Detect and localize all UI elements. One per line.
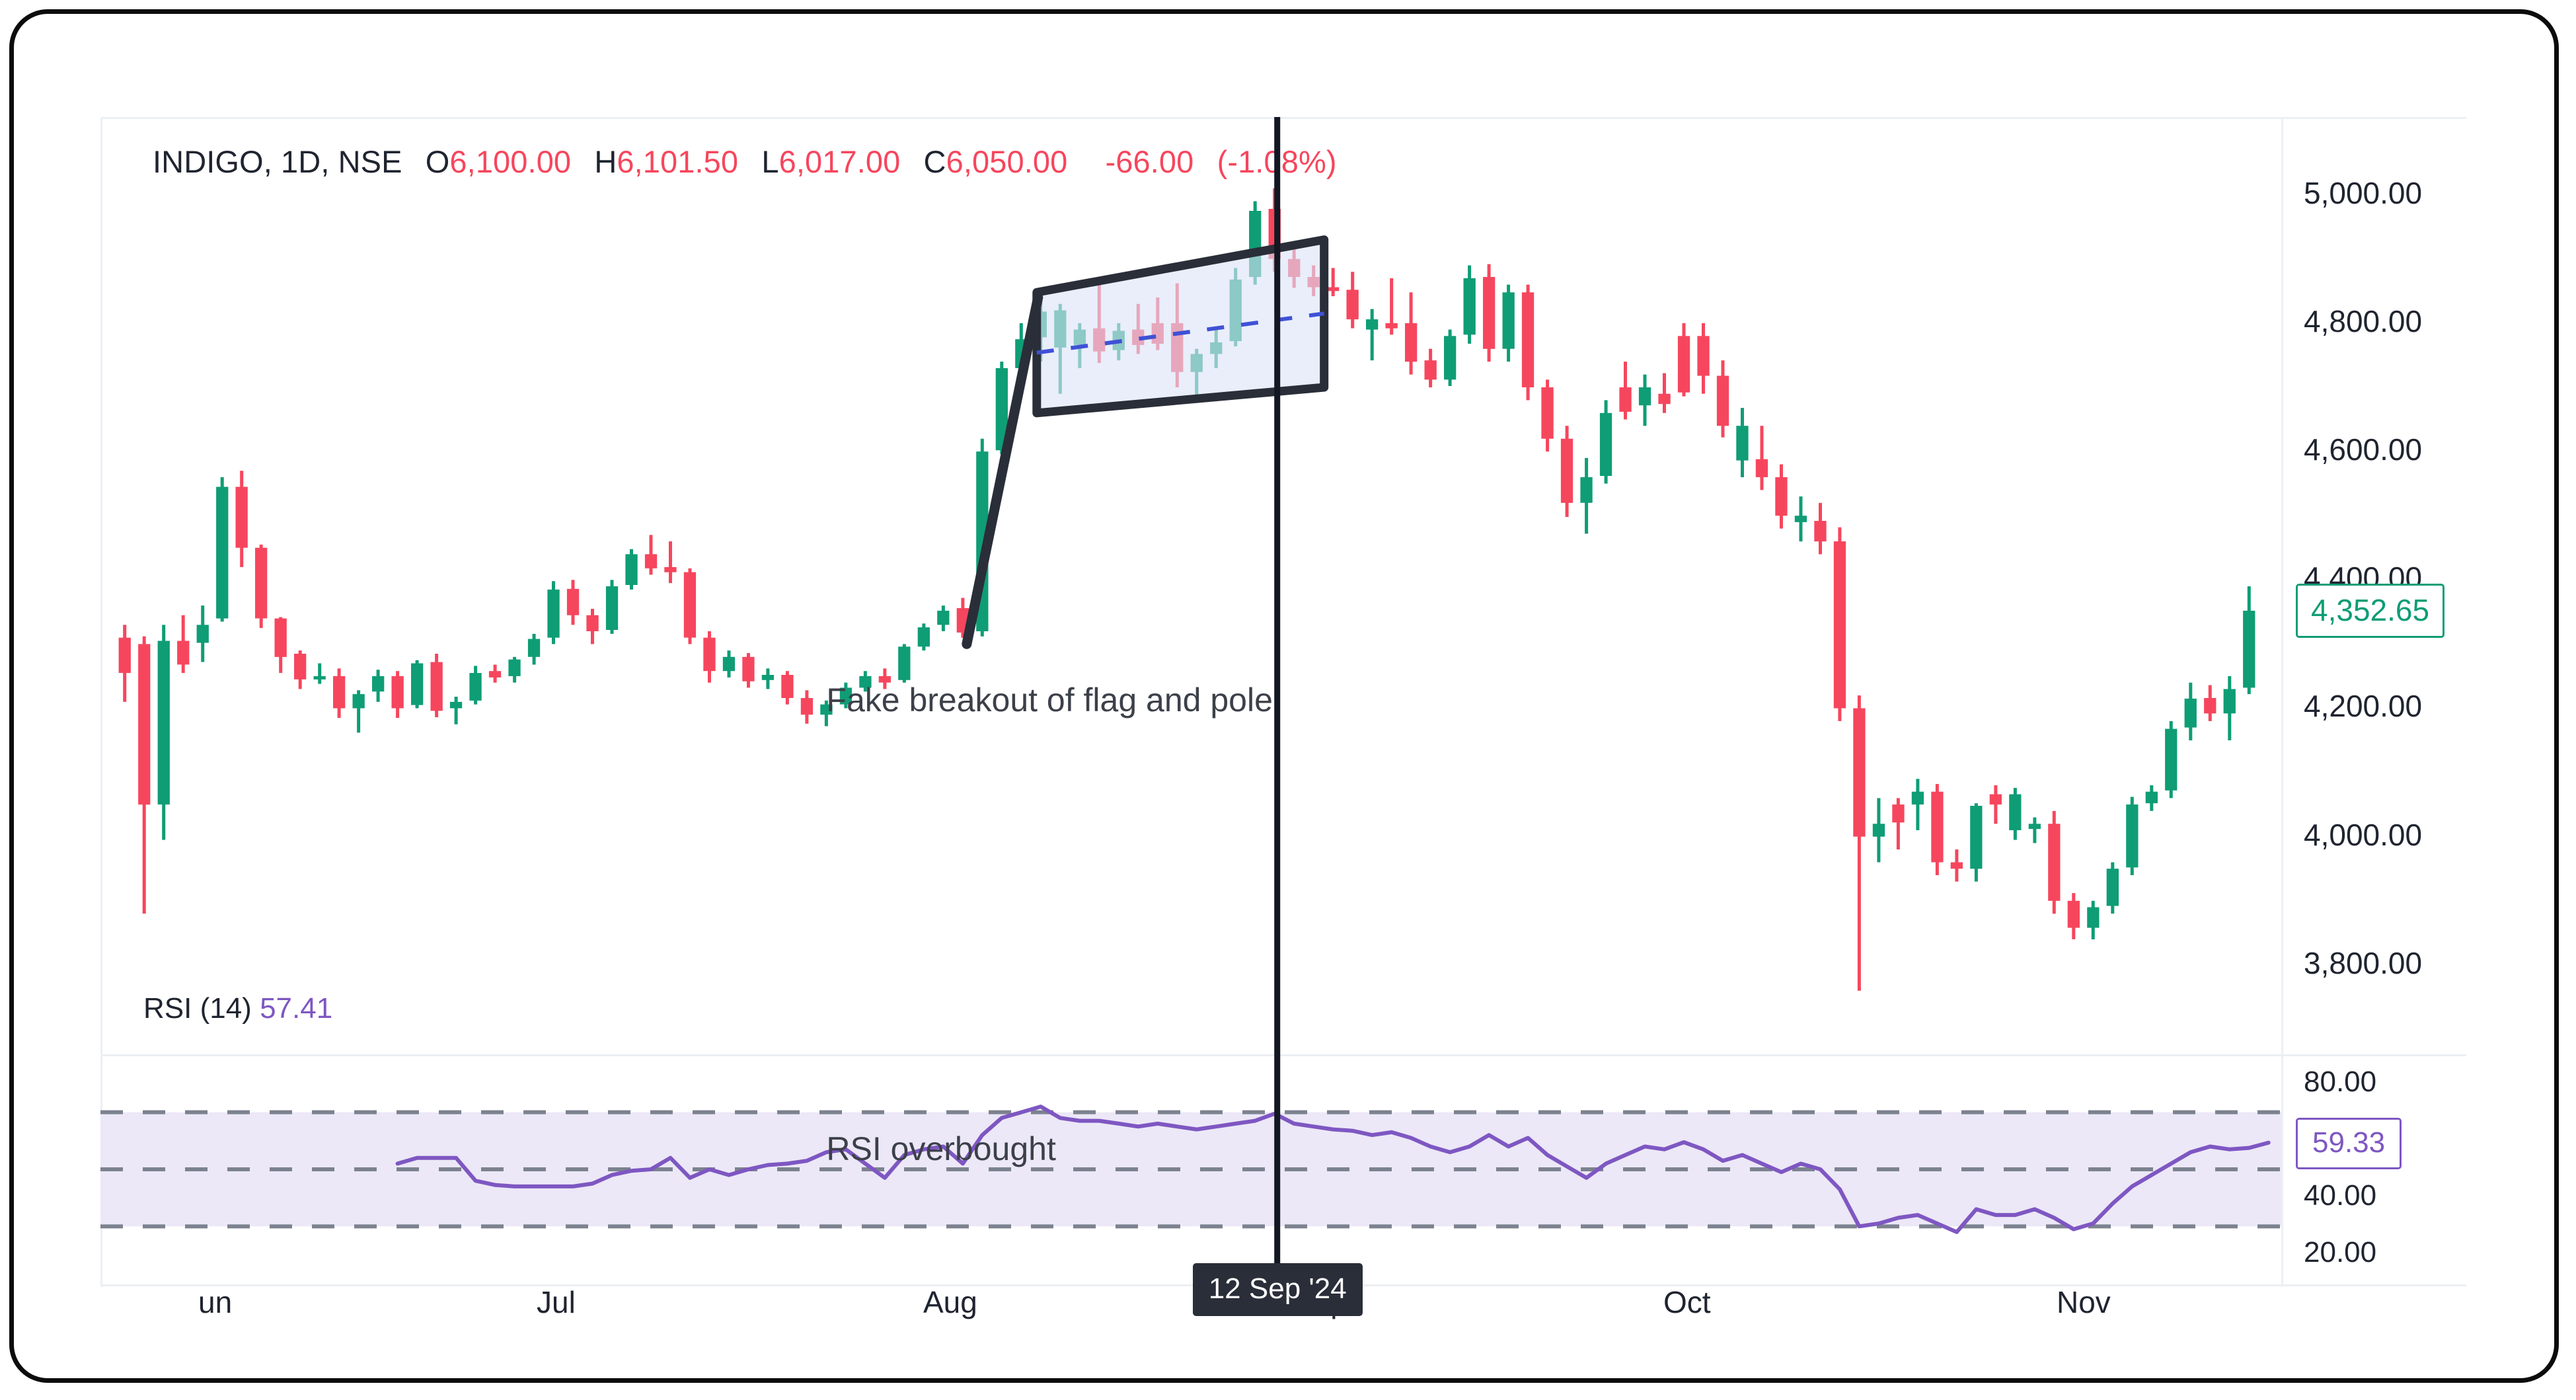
price-axis-tick: 4,200.00: [2304, 689, 2423, 723]
open-value: 6,100.00: [449, 144, 572, 179]
price-axis-tick: 5,000.00: [2304, 176, 2423, 210]
change-value: -66.00: [1105, 144, 1194, 179]
high-label: H: [594, 144, 617, 179]
panel-divider: [100, 1054, 2466, 1056]
time-axis-tick: Aug: [923, 1285, 977, 1319]
chart-container[interactable]: [100, 117, 2466, 1287]
flag-pattern-drawing[interactable]: [962, 235, 1329, 649]
rsi-legend-value: 57.41: [260, 992, 333, 1025]
high-value: 6,101.50: [617, 144, 739, 179]
time-axis-tick: Oct: [1663, 1285, 1711, 1319]
price-axis-divider: [2281, 117, 2283, 1287]
rsi-last-value-badge: 59.33: [2296, 1117, 2402, 1169]
price-axis-tick: 4,600.00: [2304, 432, 2423, 467]
rsi-axis-tick: 40.00: [2304, 1179, 2377, 1212]
rsi-axis-tick: 20.00: [2304, 1236, 2377, 1268]
close-label: C: [923, 144, 946, 179]
candlestick-series: [118, 188, 2255, 991]
price-axis-tick: 3,800.00: [2304, 946, 2423, 980]
price-axis-tick: 4,000.00: [2304, 818, 2423, 852]
time-axis-tick: Jul: [537, 1285, 576, 1319]
legend-title: INDIGO, 1D, NSE: [153, 144, 402, 179]
time-axis-tick: un: [198, 1285, 233, 1319]
low-label: L: [761, 144, 779, 179]
annotation-fake-breakout[interactable]: Fake breakout of flag and pole: [826, 681, 1273, 719]
annotation-rsi-overbought[interactable]: RSI overbought: [826, 1130, 1056, 1167]
open-label: O: [425, 144, 450, 179]
panel-top-border: [100, 117, 2466, 119]
symbol-legend[interactable]: INDIGO, 1D, NSE O6,100.00 H6,101.50 L6,0…: [153, 143, 1337, 180]
price-axis-tick: 4,800.00: [2304, 304, 2423, 338]
rsi-line: [395, 1105, 2271, 1234]
screenshot-frame: INDIGO, 1D, NSE O6,100.00 H6,101.50 L6,0…: [9, 9, 2559, 1383]
panel-left-border: [100, 117, 102, 1287]
rsi-legend-label: RSI (14): [143, 992, 252, 1025]
price-panel[interactable]: [100, 117, 2466, 1054]
low-value: 6,017.00: [778, 144, 901, 179]
close-value: 6,050.00: [946, 144, 1068, 179]
change-percent: (-1.08%): [1217, 144, 1337, 179]
rsi-axis-tick: 80.00: [2304, 1066, 2377, 1098]
rsi-panel[interactable]: [100, 1054, 2466, 1284]
crosshair-date-badge: 12 Sep '24: [1192, 1263, 1363, 1316]
time-axis-tick: Nov: [2057, 1285, 2111, 1319]
last-price-badge: 4,352.65: [2296, 584, 2445, 639]
rsi-legend[interactable]: RSI (14) 57.41: [143, 992, 332, 1025]
